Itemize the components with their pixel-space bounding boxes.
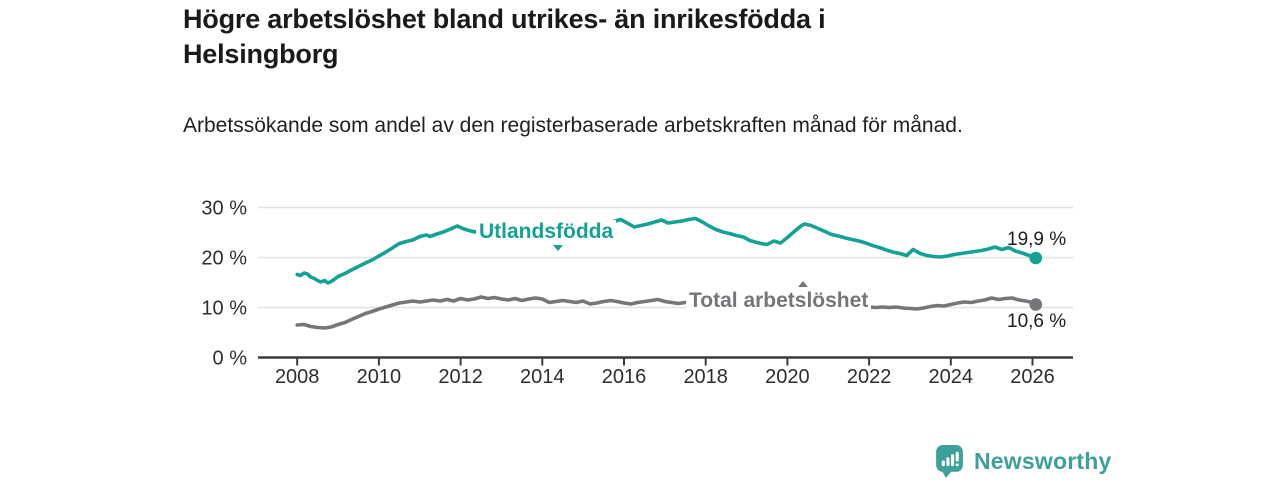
y-tick-label: 0 % xyxy=(213,348,248,370)
end-value-total: 10,6 % xyxy=(1007,311,1067,332)
x-tick-label: 2010 xyxy=(357,366,402,388)
series-end-dot-total xyxy=(1029,298,1043,311)
x-tick-label: 2012 xyxy=(438,366,483,388)
x-tick-label: 2018 xyxy=(683,366,728,388)
y-tick-label: 20 % xyxy=(201,248,247,270)
chart-subtitle: Arbetssökande som andel av den registerb… xyxy=(183,114,963,137)
label-pointer-up-icon xyxy=(798,281,808,287)
x-tick-label: 2024 xyxy=(929,366,974,388)
series-line-utlandsfodda xyxy=(295,216,1038,285)
x-tick-label: 2014 xyxy=(520,366,565,388)
bar-chart-bubble-icon xyxy=(936,445,963,478)
y-tick-label: 30 % xyxy=(201,198,247,220)
series-label-total-arbetsloshet: Total arbetslöshet xyxy=(686,289,872,314)
y-tick-label: 10 % xyxy=(201,298,247,320)
series-line-total xyxy=(295,295,1038,330)
x-tick-label: 2020 xyxy=(765,366,810,388)
series-label-utlandsfodda: Utlandsfödda xyxy=(476,220,617,245)
x-tick-label: 2016 xyxy=(602,366,647,388)
label-pointer-down-icon xyxy=(553,245,563,251)
x-tick-label: 2022 xyxy=(847,366,892,388)
x-tick-label: 2008 xyxy=(275,366,320,388)
end-value-utlandsfodda: 19,9 % xyxy=(1007,229,1067,250)
newsworthy-logo: Newsworthy xyxy=(934,444,1111,479)
series-end-dot-utlandsfodda xyxy=(1029,251,1043,265)
brand-name: Newsworthy xyxy=(974,448,1112,474)
x-tick-label: 2026 xyxy=(1010,366,1055,388)
page-title: Högre arbetslöshet bland utrikes- än inr… xyxy=(183,4,826,69)
